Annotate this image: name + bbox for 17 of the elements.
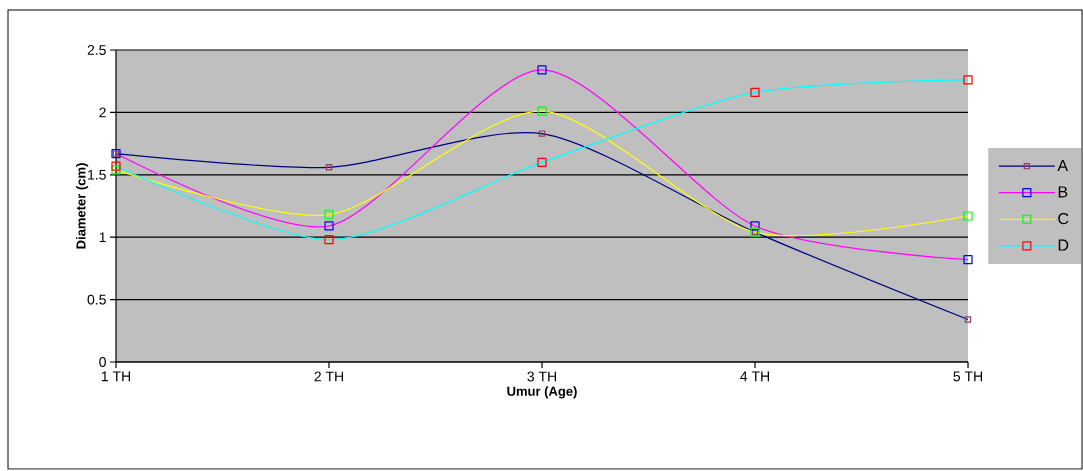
legend-label: C	[1058, 212, 1069, 225]
y-axis-title: Diameter (cm)	[76, 163, 89, 249]
x-axis-title: Umur (Age)	[507, 386, 577, 399]
y-tick-label: 0.5	[87, 294, 106, 305]
x-tick-label: 3 TH	[527, 371, 557, 382]
y-tick-label: 1.5	[88, 169, 106, 180]
x-tick-label: 1 TH	[101, 371, 131, 382]
y-tick-label: 0	[99, 357, 106, 367]
y-tick-label: 2	[99, 107, 106, 118]
y-tick-label: 1	[99, 232, 106, 243]
x-tick-label: 5 TH	[953, 371, 983, 382]
x-tick-label: 2 TH	[314, 371, 344, 382]
y-tick-label: 2.5	[87, 45, 106, 55]
legend-label: A	[1057, 159, 1069, 171]
legend-label: D	[1058, 239, 1069, 251]
legend-label: B	[1058, 186, 1068, 198]
x-tick-label: 4 TH	[740, 371, 770, 382]
